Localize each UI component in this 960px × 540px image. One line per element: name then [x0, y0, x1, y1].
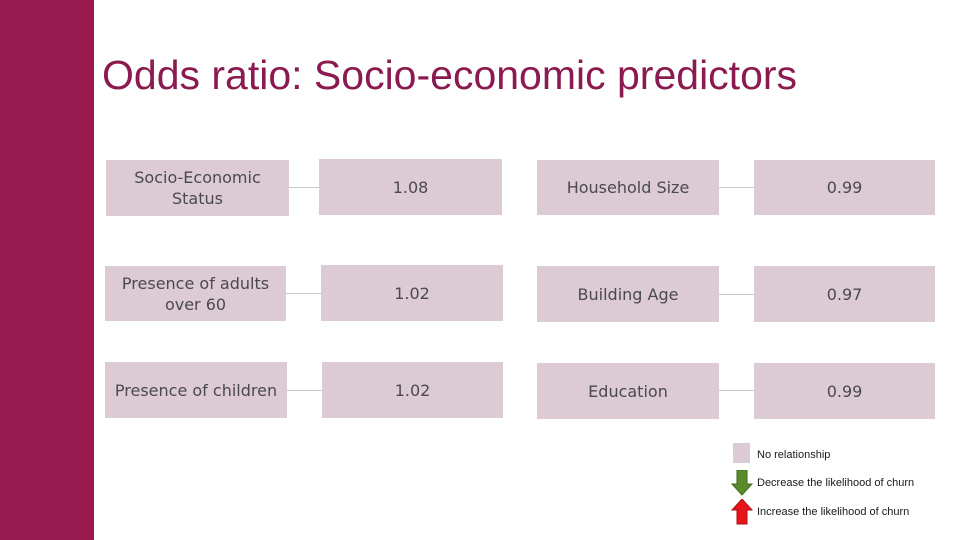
connector-line [719, 187, 754, 188]
legend-label-increase: Increase the likelihood of churn [757, 506, 910, 518]
predictor-label-education: Education [537, 363, 719, 419]
predictor-label-building-age: Building Age [537, 266, 719, 322]
predictor-label-household-size: Household Size [537, 160, 719, 215]
predictor-value-household-size: 0.99 [754, 160, 935, 215]
legend-label-decrease: Decrease the likelihood of churn [757, 477, 915, 489]
connector-line [286, 293, 321, 294]
connector-line [287, 390, 322, 391]
page-title: Odds ratio: Socio-economic predictors [102, 52, 798, 98]
predictor-label-adults-over-60: Presence of adults over 60 [105, 266, 286, 321]
predictor-value-children: 1.02 [322, 362, 503, 418]
predictor-value-ses: 1.08 [319, 159, 502, 215]
sidebar-accent [0, 0, 94, 540]
connector-line [719, 294, 754, 295]
arrow-up-icon [731, 499, 753, 525]
predictor-value-adults-over-60: 1.02 [321, 265, 503, 321]
connector-line [289, 187, 319, 188]
legend-label-no-relationship: No relationship [757, 449, 831, 461]
legend-swatch [733, 443, 750, 463]
legend-no-relationship [733, 443, 750, 463]
predictor-value-building-age: 0.97 [754, 266, 935, 322]
connector-line [719, 390, 754, 391]
predictor-label-ses: Socio-Economic Status [106, 160, 289, 216]
predictor-label-children: Presence of children [105, 362, 287, 418]
arrow-down-icon [731, 470, 753, 496]
predictor-value-education: 0.99 [754, 363, 935, 419]
